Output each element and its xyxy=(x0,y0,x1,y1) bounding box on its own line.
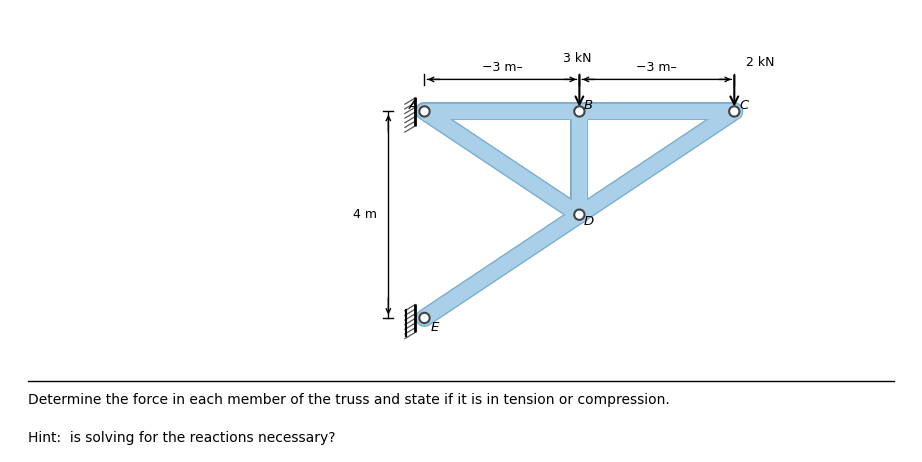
Text: A: A xyxy=(408,99,418,112)
Text: 4 m: 4 m xyxy=(353,208,377,221)
Text: C: C xyxy=(739,99,749,112)
Text: E: E xyxy=(431,321,439,334)
Text: −3 m–: −3 m– xyxy=(636,61,678,74)
Circle shape xyxy=(574,210,585,220)
Text: 3 kN: 3 kN xyxy=(562,52,591,65)
Circle shape xyxy=(420,106,430,116)
Text: −3 m–: −3 m– xyxy=(481,61,522,74)
Circle shape xyxy=(729,106,739,116)
Circle shape xyxy=(574,106,585,116)
Text: Hint:  is solving for the reactions necessary?: Hint: is solving for the reactions neces… xyxy=(28,432,336,445)
Text: B: B xyxy=(585,99,593,112)
Circle shape xyxy=(420,313,430,323)
Text: Determine the force in each member of the truss and state if it is in tension or: Determine the force in each member of th… xyxy=(28,393,669,407)
Text: 2 kN: 2 kN xyxy=(746,56,774,69)
Text: D: D xyxy=(584,215,594,228)
